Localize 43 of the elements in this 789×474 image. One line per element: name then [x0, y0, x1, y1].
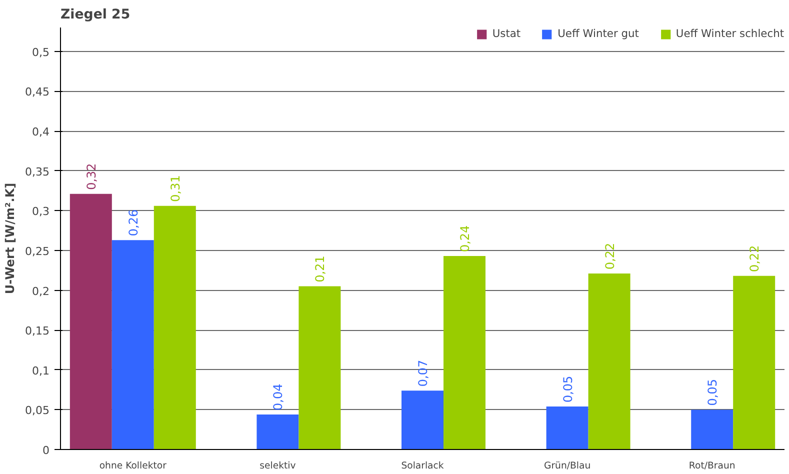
y-tick-label: 0,45 — [25, 86, 50, 99]
x-tick-label: ohne Kollektor — [99, 460, 167, 472]
bar — [546, 406, 588, 450]
bar — [733, 276, 776, 450]
data-label: 0,05 — [706, 378, 720, 406]
legend-label: Ueff Winter gut — [558, 27, 639, 40]
y-tick-label: 0,5 — [32, 46, 50, 59]
bar — [112, 240, 154, 450]
bar — [154, 206, 196, 450]
y-tick-label: 0,3 — [32, 205, 50, 218]
y-tick-label: 0,15 — [25, 324, 50, 338]
bar — [588, 274, 630, 450]
data-label: 0,32 — [84, 163, 98, 190]
y-tick-label: 0,2 — [32, 284, 50, 298]
y-tick-label: 0 — [42, 444, 50, 457]
data-label: 0,21 — [313, 256, 328, 282]
data-label: 0,07 — [416, 360, 430, 387]
data-label: 0,22 — [602, 242, 617, 270]
legend-label: Ustat — [492, 27, 521, 40]
data-label: 0,22 — [748, 245, 762, 272]
y-tick-label: 0,4 — [32, 126, 50, 139]
bar — [402, 390, 444, 450]
bar — [443, 256, 486, 450]
data-label: 0,26 — [126, 209, 140, 236]
bar — [256, 414, 299, 450]
data-label: 0,31 — [168, 175, 182, 202]
y-tick-label: 0,35 — [25, 165, 50, 178]
y-tick-label: 0,25 — [25, 244, 50, 258]
data-label: 0,24 — [458, 225, 472, 252]
bar — [298, 286, 341, 450]
x-tick-label: Rot/Braun — [688, 460, 736, 472]
chart-title: Ziegel 25 — [60, 8, 130, 22]
x-tick-label: Solarlack — [401, 460, 444, 472]
x-tick-label: selektiv — [260, 460, 296, 472]
bar — [691, 410, 734, 450]
x-tick-label: Grün/Blau — [544, 460, 591, 472]
y-tick-label: 0,05 — [25, 404, 50, 418]
data-label: 0,04 — [271, 384, 286, 410]
legend-label: Ueff Winter schlecht — [676, 27, 784, 40]
y-tick-label: 0,1 — [32, 364, 50, 378]
data-label: 0,05 — [560, 376, 575, 403]
y-axis-title: U-Wert [W/m².K] — [3, 182, 18, 294]
bar — [70, 194, 112, 450]
